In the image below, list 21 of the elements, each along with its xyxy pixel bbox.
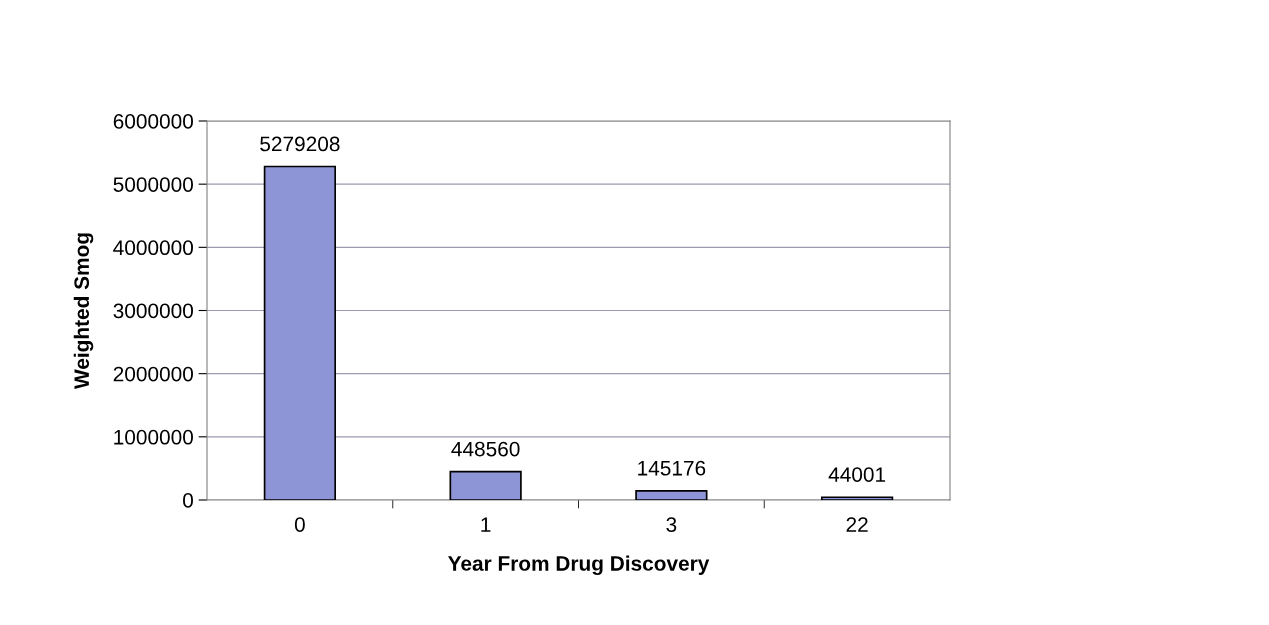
bar xyxy=(820,496,894,500)
y-tick-label: 4000000 xyxy=(113,240,193,256)
data-label: 448560 xyxy=(451,441,520,457)
x-axis-title: Year From Drug Discovery xyxy=(448,555,710,576)
data-label: 145176 xyxy=(638,460,706,476)
data-label: 5279208 xyxy=(260,136,340,152)
y-tick-label: 0 xyxy=(183,493,193,508)
y-axis-title: Weighted Smog xyxy=(73,233,94,389)
y-tick-label: 3000000 xyxy=(113,303,193,319)
x-tick-label: 3 xyxy=(666,517,677,532)
x-tick-label: 22 xyxy=(846,517,868,532)
y-tick-label: 5000000 xyxy=(113,177,193,192)
x-tick-label: 0 xyxy=(294,517,305,532)
y-tick-label: 2000000 xyxy=(113,366,193,382)
data-label: 44001 xyxy=(828,467,886,482)
y-tick-label: 1000000 xyxy=(114,429,193,445)
y-tick-label: 6000000 xyxy=(113,114,193,129)
x-tick-label: 1 xyxy=(481,517,491,532)
bar xyxy=(263,165,337,500)
bar xyxy=(635,489,708,500)
bar xyxy=(449,470,522,500)
